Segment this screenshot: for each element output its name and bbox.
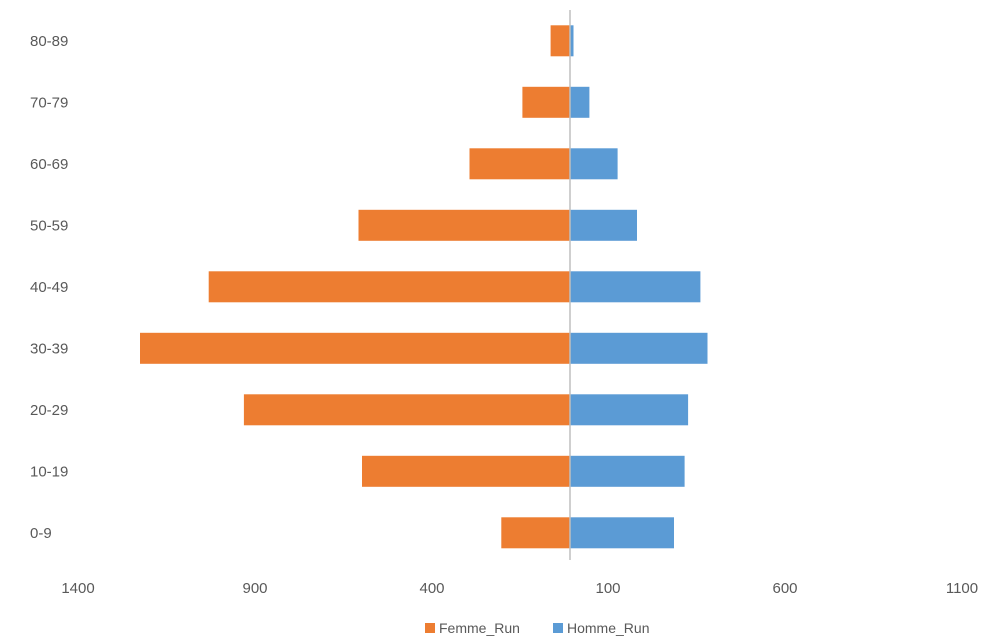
- x-tick-label-900: 900: [242, 580, 267, 597]
- legend-label-homme: Homme_Run: [567, 620, 649, 636]
- bar-homme-10-19: [570, 455, 685, 487]
- bar-femme-20-29: [243, 394, 570, 426]
- y-tick-label-0-9: 0-9: [30, 525, 52, 542]
- bar-homme-0-9: [570, 517, 674, 549]
- legend-swatch-femme: [425, 623, 435, 633]
- bar-homme-20-29: [570, 394, 689, 426]
- legend-swatch-homme: [553, 623, 563, 633]
- x-axis-labels: 1400 900 400 100 600 1100: [61, 580, 978, 597]
- bar-homme-30-39: [570, 332, 708, 364]
- bar-femme-50-59: [358, 209, 570, 241]
- bar-homme-40-49: [570, 271, 701, 303]
- homme-series-bars: [570, 25, 708, 549]
- y-tick-label-50-59: 50-59: [30, 217, 68, 234]
- x-tick-label-100: 100: [595, 580, 620, 597]
- bar-femme-70-79: [522, 86, 570, 118]
- y-tick-label-20-29: 20-29: [30, 402, 68, 419]
- bar-femme-60-69: [469, 148, 570, 180]
- bar-femme-0-9: [501, 517, 570, 549]
- x-tick-label-1100: 1100: [946, 580, 978, 597]
- y-tick-label-60-69: 60-69: [30, 156, 68, 173]
- femme-series-bars: [140, 25, 570, 549]
- y-tick-label-30-39: 30-39: [30, 340, 68, 357]
- y-tick-label-40-49: 40-49: [30, 279, 68, 296]
- x-tick-label-600: 600: [772, 580, 797, 597]
- bar-femme-30-39: [140, 332, 570, 364]
- x-tick-label-1400: 1400: [61, 580, 94, 597]
- bar-homme-60-69: [570, 148, 618, 180]
- bar-homme-70-79: [570, 86, 590, 118]
- bar-homme-80-89: [570, 25, 574, 57]
- y-tick-label-70-79: 70-79: [30, 94, 68, 111]
- legend-label-femme: Femme_Run: [439, 620, 520, 636]
- bar-femme-40-49: [208, 271, 570, 303]
- y-tick-label-80-89: 80-89: [30, 33, 68, 50]
- bar-femme-80-89: [550, 25, 570, 57]
- y-tick-label-10-19: 10-19: [30, 463, 68, 480]
- x-tick-label-400: 400: [419, 580, 444, 597]
- legend: Femme_Run Homme_Run: [425, 620, 649, 636]
- bar-homme-50-59: [570, 209, 637, 241]
- bar-femme-10-19: [362, 455, 570, 487]
- y-axis-labels: 0-9 10-19 20-29 30-39 40-49 50-59 60-69 70-79 80…: [30, 33, 68, 542]
